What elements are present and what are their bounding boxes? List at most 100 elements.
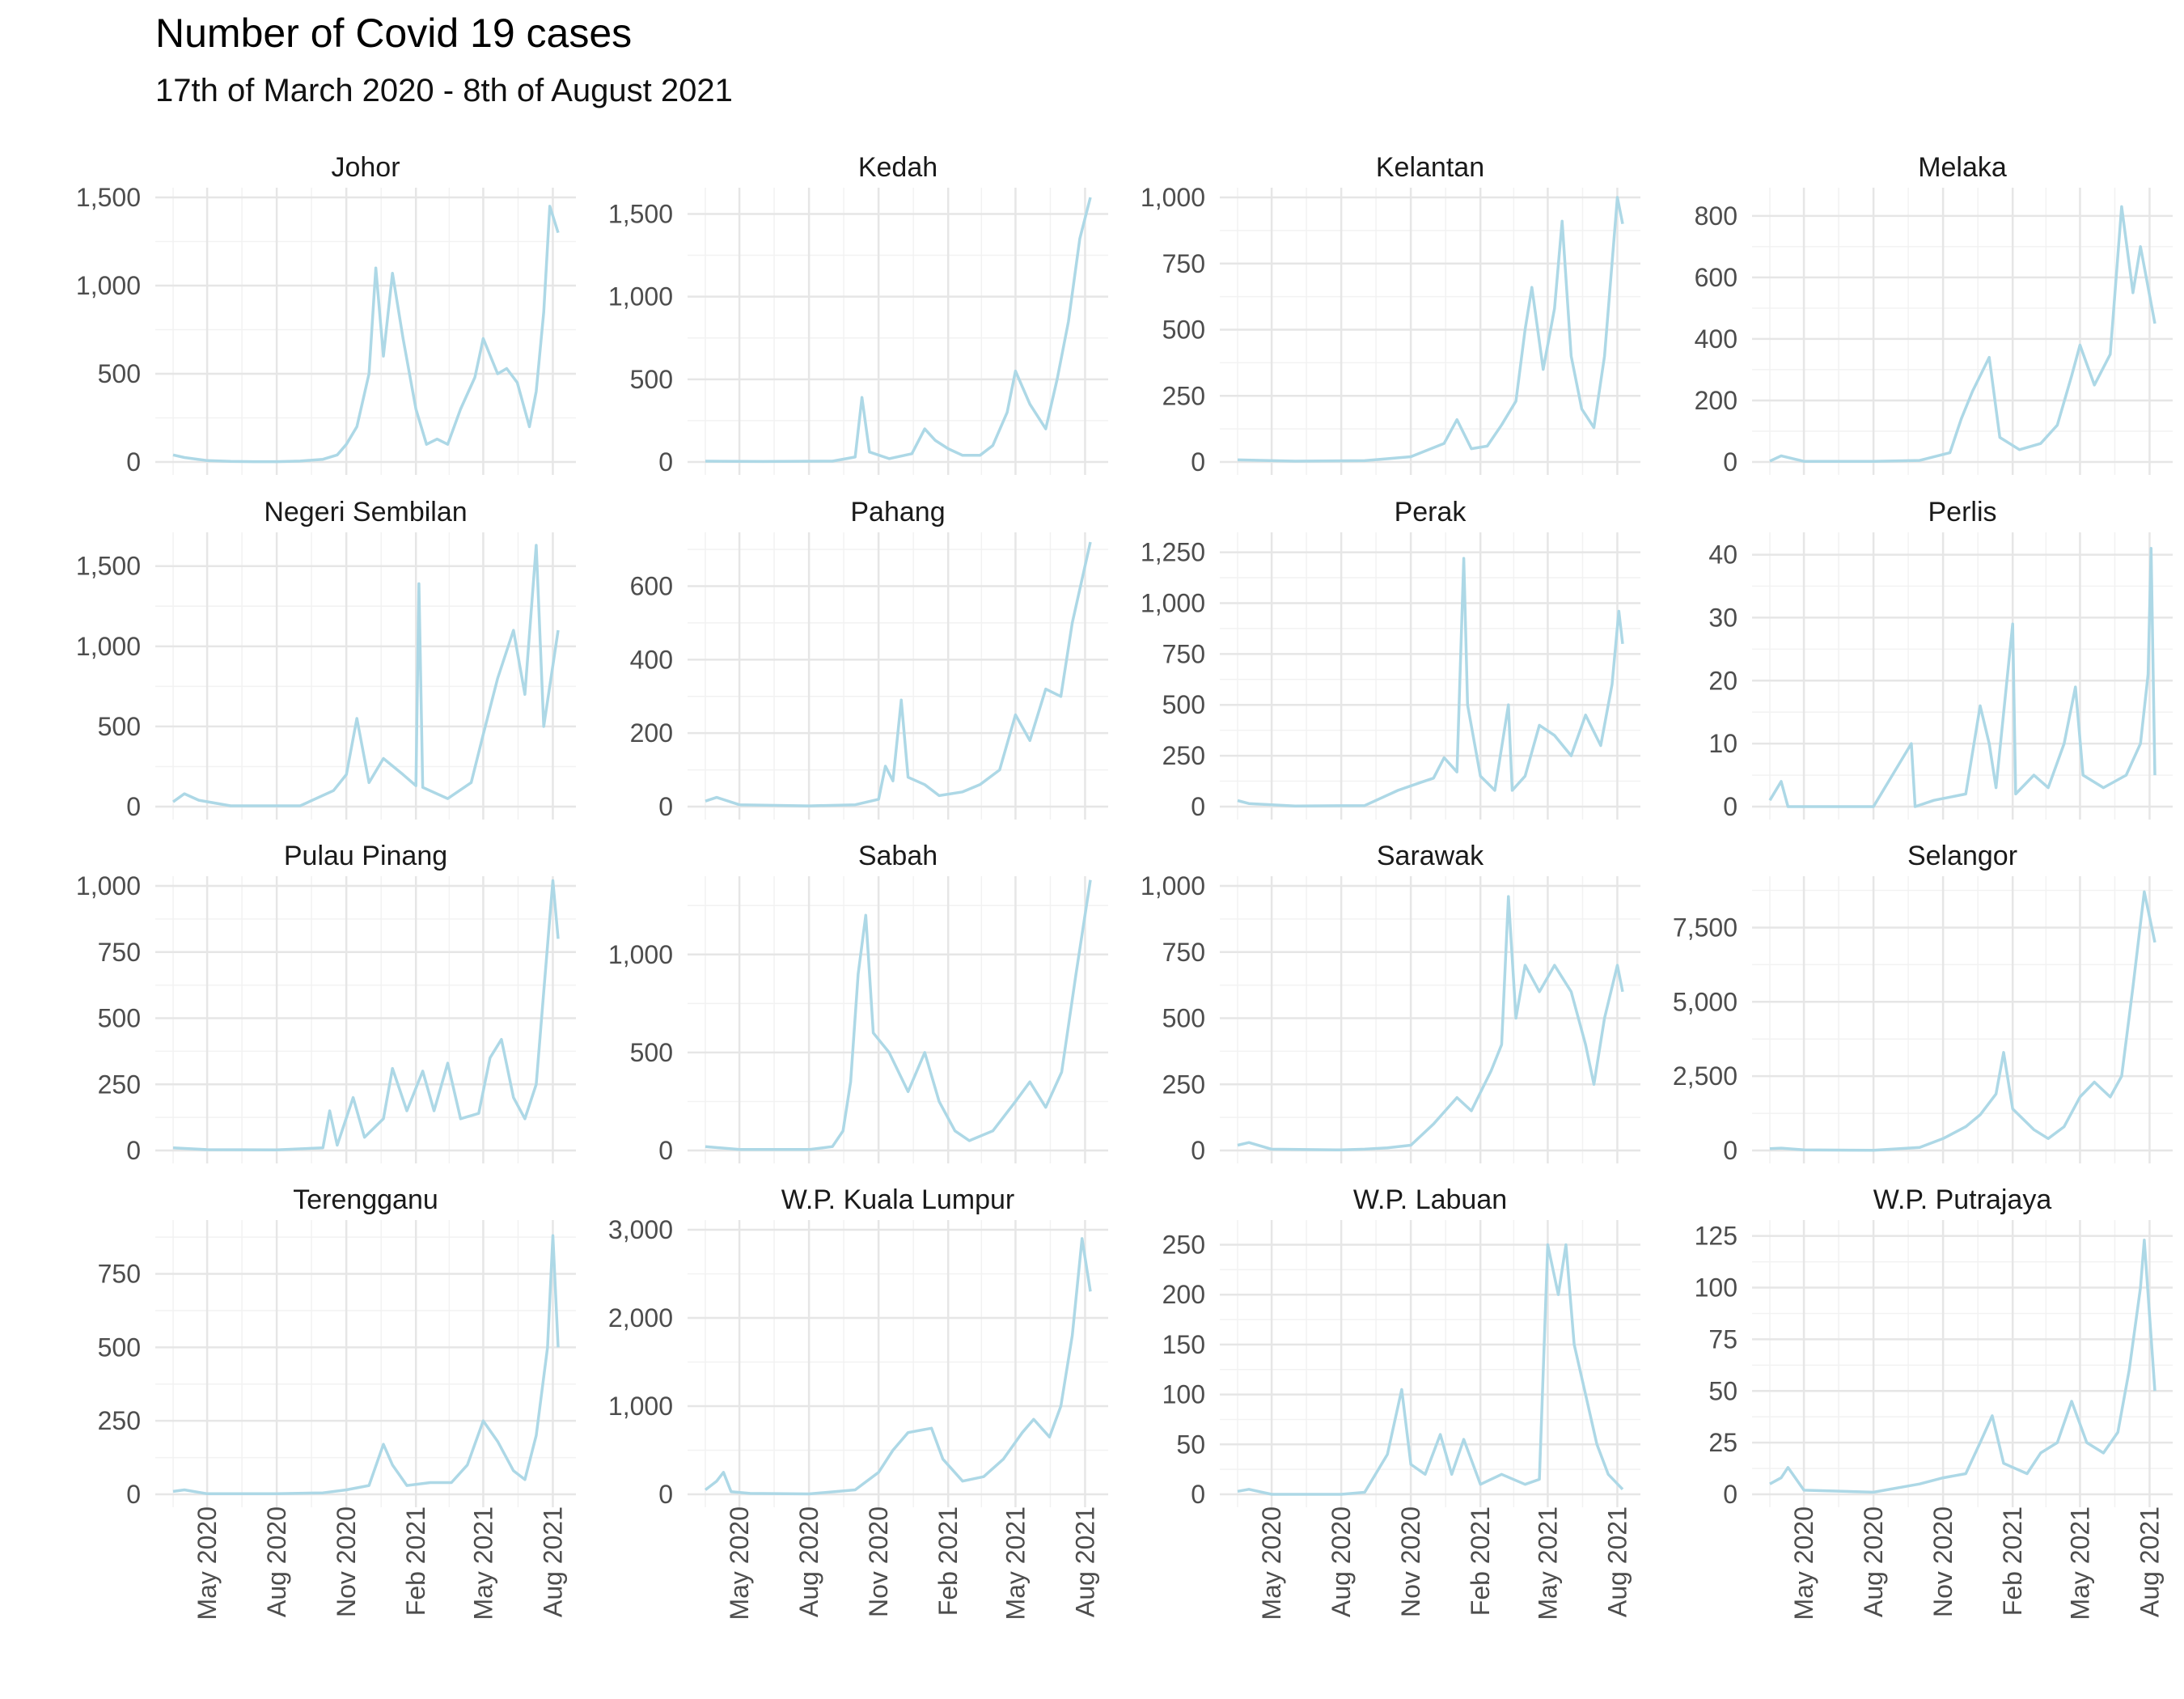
y-tick-label: 1,000: [1141, 588, 1205, 617]
facet-panel-kelantan: Kelantan 0 250 500 750 1,000: [1141, 152, 1640, 477]
y-tick-label: 600: [1695, 263, 1737, 292]
panel-title: Perlis: [1928, 497, 1996, 527]
y-tick-label: 800: [1695, 201, 1737, 231]
y-tick-label: 750: [1162, 938, 1205, 967]
case-series-line: [1237, 895, 1624, 1152]
x-tick-label: Aug 2020: [1327, 1506, 1356, 1617]
y-tick-label: 1,000: [76, 871, 141, 900]
facet-panel-pulau-pinang: Pulau Pinang 0 250 500 750 1,000: [76, 841, 576, 1165]
y-tick-label: 1,000: [608, 940, 673, 969]
y-tick-label: 25: [1708, 1428, 1737, 1457]
case-series-line: [704, 1237, 1092, 1496]
y-tick-label: 0: [126, 1480, 141, 1509]
y-tick-label: 750: [98, 938, 141, 967]
panel-title: Perak: [1395, 497, 1467, 527]
x-tick-label: Nov 2020: [1396, 1506, 1425, 1617]
facet-panel-melaka: Melaka 0 200 400 600 800: [1695, 152, 2173, 477]
y-tick-label: 50: [1708, 1376, 1737, 1405]
case-series-line: [172, 1234, 560, 1496]
panel-title: Kelantan: [1376, 152, 1484, 183]
y-tick-label: 0: [1723, 447, 1737, 477]
y-tick-label: 1,500: [76, 552, 141, 581]
facet-panel-sarawak: Sarawak 0 250 500 750 1,000: [1141, 841, 1640, 1165]
y-tick-label: 250: [1162, 741, 1205, 770]
facet-panel-kedah: Kedah 0 500 1,000 1,500: [608, 152, 1108, 477]
facet-panel-terengganu: Terengganu 0 250 500 750 May 2020 Aug 2020 Nov …: [98, 1184, 576, 1621]
facet-panel-perak: Perak 0 250 500 750 1,000 1,250: [1141, 497, 1640, 821]
y-tick-label: 500: [1162, 316, 1205, 345]
panel-title: W.P. Kuala Lumpur: [781, 1184, 1015, 1215]
y-tick-label: 0: [658, 1480, 673, 1509]
x-tick-label: May 2021: [468, 1506, 497, 1621]
panel-title: Sarawak: [1377, 841, 1484, 871]
case-series-line: [1237, 1243, 1624, 1496]
chart-subtitle: 17th of March 2020 - 8th of August 2021: [155, 73, 733, 108]
x-tick-label: Aug 2021: [2135, 1506, 2164, 1617]
y-tick-label: 40: [1708, 540, 1737, 570]
y-tick-label: 100: [1695, 1273, 1737, 1303]
y-tick-label: 0: [126, 447, 141, 477]
x-tick-label: May 2020: [1257, 1506, 1286, 1621]
case-series-line: [1768, 547, 2156, 808]
y-tick-label: 125: [1695, 1222, 1737, 1251]
y-tick-label: 0: [1723, 1136, 1737, 1165]
x-tick-label: May 2021: [1001, 1506, 1030, 1621]
panel-title: W.P. Putrajaya: [1873, 1184, 2052, 1215]
x-tick-label: Nov 2020: [332, 1506, 361, 1617]
case-series-line: [172, 879, 560, 1152]
x-tick-label: Nov 2020: [864, 1506, 893, 1617]
y-tick-label: 500: [1162, 690, 1205, 719]
y-tick-label: 250: [1162, 1070, 1205, 1099]
case-series-line: [705, 541, 1092, 807]
y-tick-label: 20: [1708, 666, 1737, 695]
panel-title: Johor: [331, 152, 400, 183]
y-tick-label: 1,000: [76, 271, 141, 300]
y-tick-label: 500: [98, 1333, 141, 1362]
panel-title: Melaka: [1918, 152, 2007, 183]
panel-title: Pulau Pinang: [284, 841, 447, 871]
y-tick-label: 600: [630, 572, 673, 601]
x-tick-label: May 2021: [1533, 1506, 1562, 1621]
facet-panel-selangor: Selangor 0 2,500 5,000 7,500: [1673, 841, 2173, 1165]
case-series-line: [1769, 205, 2156, 463]
y-tick-label: 200: [1695, 386, 1737, 415]
case-series-line: [1769, 890, 2156, 1152]
x-tick-label: Aug 2020: [262, 1506, 291, 1617]
panel-title: Sabah: [858, 841, 938, 871]
y-tick-label: 200: [630, 718, 673, 748]
facet-panel-johor: Johor 0 500 1,000 1,500: [76, 152, 576, 477]
y-tick-label: 50: [1176, 1430, 1205, 1459]
y-tick-label: 0: [126, 1136, 141, 1165]
case-series-line: [1769, 1239, 2156, 1494]
facet-panel-sabah: Sabah 0 500 1,000: [608, 841, 1108, 1165]
x-tick-label: Aug 2021: [1602, 1506, 1632, 1617]
case-series-line: [1237, 557, 1624, 807]
y-tick-label: 150: [1162, 1330, 1205, 1359]
y-tick-label: 400: [1695, 324, 1737, 354]
case-series-line: [172, 205, 560, 464]
y-tick-label: 0: [1191, 1136, 1205, 1165]
y-tick-label: 75: [1708, 1324, 1737, 1354]
x-tick-label: May 2021: [2065, 1506, 2094, 1621]
y-tick-label: 200: [1162, 1280, 1205, 1309]
facet-panel-perlis: Perlis 0 10 20 30 40: [1708, 497, 2173, 821]
y-tick-label: 0: [1723, 792, 1737, 821]
x-tick-label: Aug 2021: [1070, 1506, 1099, 1617]
y-tick-label: 500: [98, 359, 141, 388]
y-tick-label: 0: [126, 792, 141, 821]
x-tick-label: Aug 2021: [538, 1506, 567, 1617]
x-tick-label: Feb 2021: [1998, 1506, 2027, 1616]
chart-title: Number of Covid 19 cases: [155, 11, 633, 56]
y-tick-label: 0: [1191, 447, 1205, 477]
y-tick-label: 1,000: [1141, 871, 1205, 900]
panel-title: Pahang: [850, 497, 945, 527]
y-tick-label: 500: [630, 1038, 673, 1067]
y-tick-label: 500: [98, 712, 141, 741]
y-tick-label: 5,000: [1673, 987, 1737, 1016]
case-series-line: [705, 197, 1092, 464]
y-tick-label: 0: [1191, 792, 1205, 821]
panel-title: W.P. Labuan: [1353, 1184, 1507, 1215]
y-tick-label: 0: [1191, 1480, 1205, 1509]
